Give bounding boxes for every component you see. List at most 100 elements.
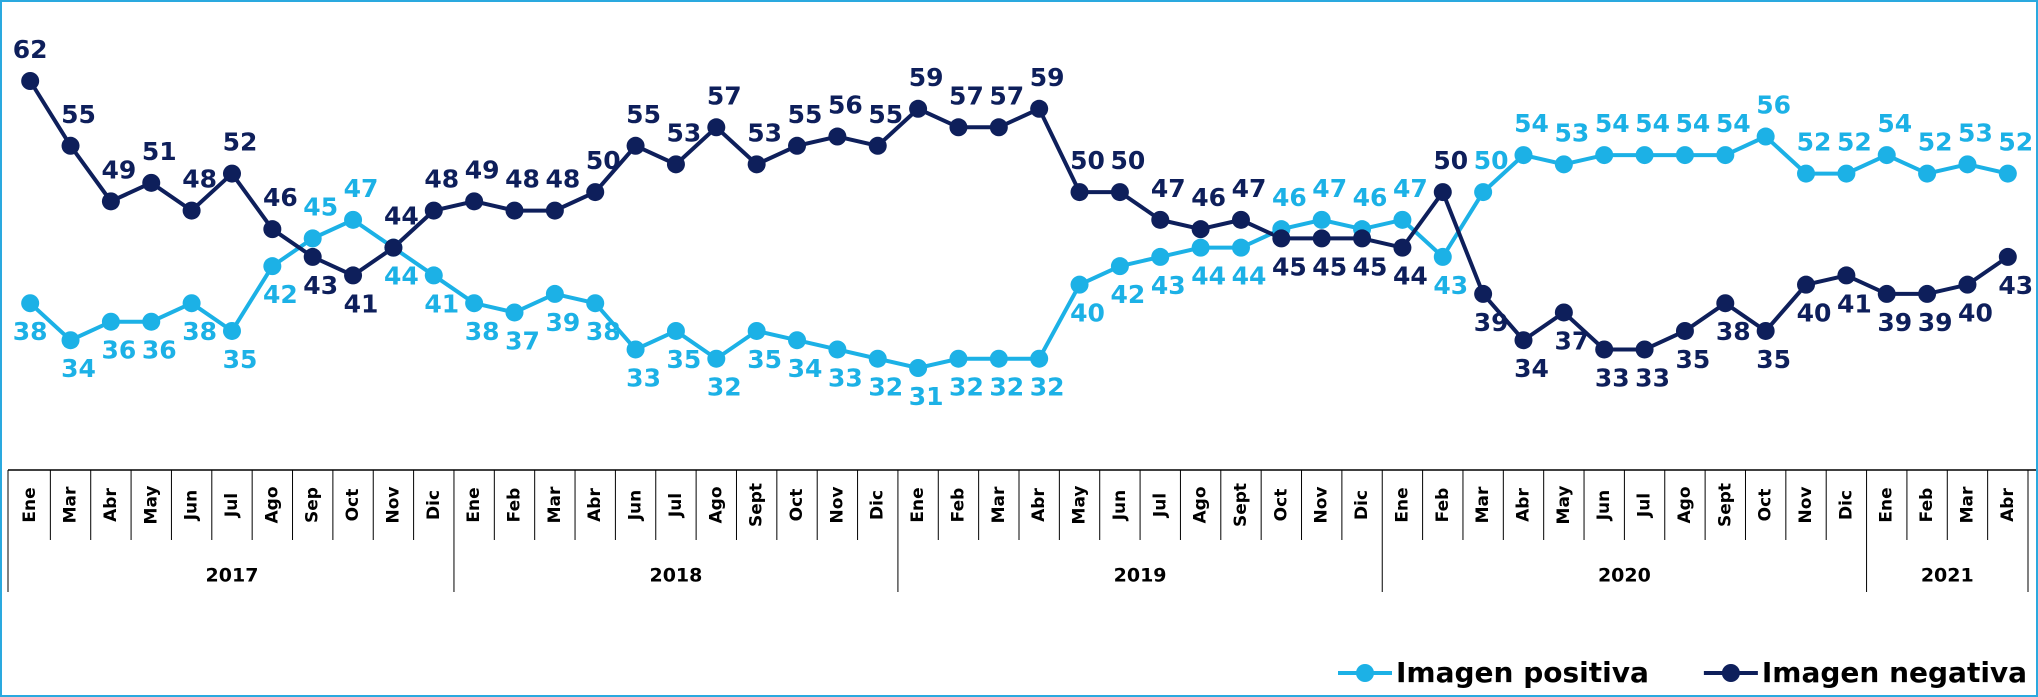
marker — [1151, 247, 1170, 266]
marker — [142, 312, 161, 331]
data-label: 47 — [1312, 174, 1347, 203]
data-label: 32 — [868, 373, 903, 402]
x-tick-label: Sept — [1231, 483, 1251, 527]
data-label: 53 — [1554, 118, 1589, 147]
marker — [465, 294, 484, 313]
marker — [1030, 349, 1049, 368]
data-label: 55 — [868, 100, 903, 129]
data-label: 33 — [626, 363, 661, 392]
data-label: 32 — [949, 373, 984, 402]
marker — [505, 201, 524, 220]
data-label: 40 — [1070, 299, 1105, 328]
marker — [1554, 303, 1573, 322]
marker — [1756, 321, 1775, 340]
data-label: 55 — [61, 100, 96, 129]
marker — [545, 201, 564, 220]
data-label: 44 — [1393, 262, 1428, 291]
data-label: 62 — [13, 35, 48, 64]
x-tick-label: Feb — [948, 488, 968, 523]
data-label: 39 — [545, 308, 580, 337]
x-tick-label: Mar — [1473, 486, 1493, 523]
x-tick-label: Ene — [1877, 487, 1897, 522]
x-tick-label: Oct — [787, 489, 807, 522]
data-label: 50 — [1111, 146, 1146, 175]
year-label: 2017 — [206, 565, 259, 587]
marker — [61, 136, 80, 155]
marker — [909, 99, 928, 118]
data-label: 38 — [1716, 317, 1751, 346]
data-label: 56 — [1756, 91, 1791, 120]
marker — [1070, 183, 1089, 202]
marker — [222, 164, 241, 183]
data-label: 42 — [263, 280, 298, 309]
x-tick-label: Ago — [1675, 486, 1695, 523]
x-tick-label: May — [1070, 486, 1090, 525]
data-label: 45 — [1272, 252, 1307, 281]
marker — [1110, 257, 1129, 276]
x-tick-label: Feb — [505, 488, 525, 523]
marker — [1433, 247, 1452, 266]
marker — [1353, 229, 1372, 248]
marker — [1595, 340, 1614, 359]
data-label: 41 — [424, 289, 459, 318]
year-label: 2020 — [1598, 565, 1651, 587]
marker — [21, 294, 40, 313]
marker — [1030, 99, 1049, 118]
data-label: 52 — [1797, 128, 1832, 157]
data-label: 44 — [384, 262, 419, 291]
marker — [1554, 155, 1573, 174]
marker — [465, 192, 484, 211]
data-label: 55 — [626, 100, 661, 129]
marker — [666, 155, 685, 174]
data-label: 59 — [909, 63, 944, 92]
x-tick-label: May — [1554, 486, 1574, 525]
x-tick-label: Jun — [182, 490, 202, 522]
marker — [263, 257, 282, 276]
marker — [1958, 275, 1977, 294]
legend-marker — [1721, 664, 1740, 682]
marker — [1958, 155, 1977, 174]
marker — [1514, 331, 1533, 350]
marker — [1231, 210, 1250, 229]
data-label: 41 — [1837, 289, 1872, 318]
marker — [303, 247, 322, 266]
marker — [1837, 164, 1856, 183]
data-label: 35 — [667, 345, 702, 374]
data-label: 52 — [223, 128, 258, 157]
data-label: 50 — [1474, 146, 1509, 175]
data-label: 38 — [465, 317, 500, 346]
x-tick-label: Ene — [908, 487, 928, 522]
marker — [626, 340, 645, 359]
x-tick-label: Sept — [747, 483, 767, 527]
x-tick-label: Dic — [1836, 490, 1856, 520]
data-label: 59 — [1030, 63, 1065, 92]
marker — [21, 72, 40, 90]
marker — [747, 321, 766, 340]
data-label: 39 — [1474, 308, 1509, 337]
x-tick-label: Ene — [20, 487, 40, 522]
x-tick-label: Nov — [383, 487, 403, 524]
x-tick-label: Dic — [1352, 490, 1372, 520]
marker — [1877, 284, 1896, 303]
marker — [222, 321, 241, 340]
data-label: 54 — [1716, 109, 1751, 138]
marker — [949, 349, 968, 368]
marker — [61, 331, 80, 350]
marker — [1191, 238, 1210, 257]
x-tick-label: Oct — [343, 489, 363, 522]
data-label: 54 — [1595, 109, 1630, 138]
marker — [101, 192, 120, 211]
x-tick-label: Abr — [585, 488, 605, 522]
x-tick-label: Jun — [626, 490, 646, 522]
marker — [1877, 146, 1896, 165]
data-label: 34 — [1514, 354, 1549, 383]
data-label: 54 — [1635, 109, 1670, 138]
x-tick-label: Abr — [1029, 488, 1049, 522]
x-tick-label: Nov — [1796, 487, 1816, 524]
legend-label: Imagen negativa — [1762, 656, 2027, 689]
x-tick-label: Oct — [1271, 489, 1291, 522]
marker — [1998, 164, 2017, 183]
marker — [1918, 164, 1937, 183]
marker — [1797, 164, 1816, 183]
